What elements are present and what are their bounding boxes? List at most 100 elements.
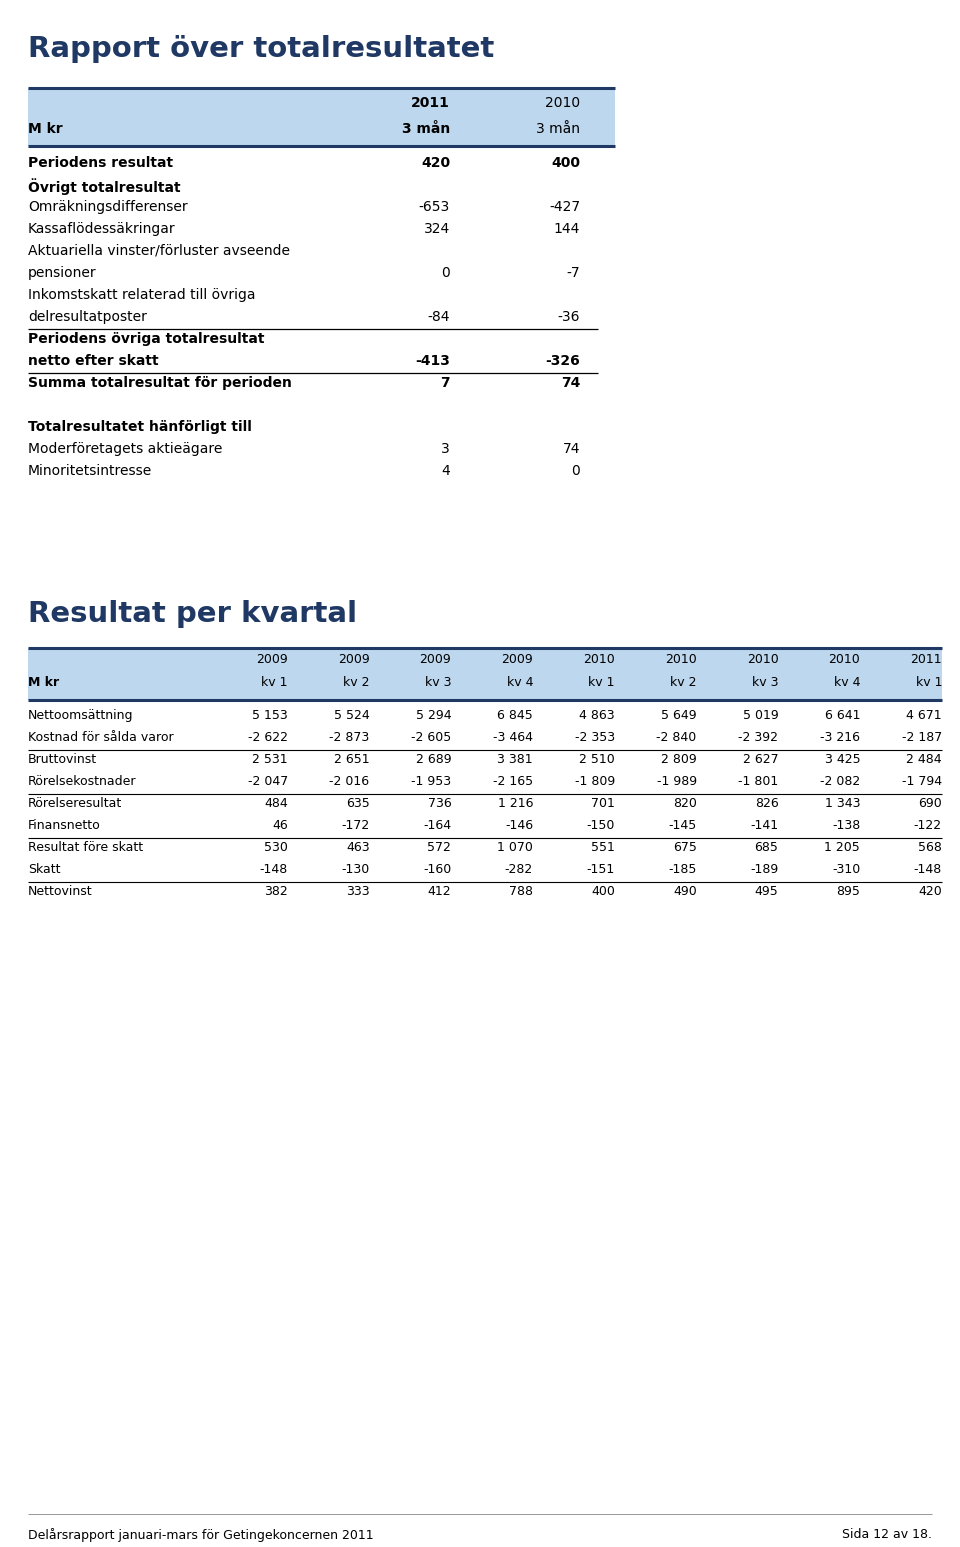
Text: 701: 701 (591, 797, 615, 811)
Text: Nettoomsättning: Nettoomsättning (28, 709, 133, 722)
Text: 826: 826 (755, 797, 779, 811)
Text: -172: -172 (342, 818, 370, 832)
Text: -138: -138 (832, 818, 860, 832)
Text: Nettovinst: Nettovinst (28, 885, 92, 897)
Text: 74: 74 (563, 442, 580, 456)
Text: 1 216: 1 216 (497, 797, 533, 811)
Text: 412: 412 (428, 885, 451, 897)
Text: kv 4: kv 4 (507, 676, 533, 688)
Text: -146: -146 (505, 818, 533, 832)
Text: -282: -282 (505, 863, 533, 876)
Text: -3 216: -3 216 (820, 732, 860, 744)
Text: kv 3: kv 3 (425, 676, 451, 688)
Text: 530: 530 (264, 842, 288, 854)
Text: kv 1: kv 1 (261, 676, 288, 688)
Text: Moderföretagets aktieägare: Moderföretagets aktieägare (28, 442, 223, 456)
Text: -2 392: -2 392 (738, 732, 779, 744)
Text: 6 845: 6 845 (497, 709, 533, 722)
Text: -3 464: -3 464 (493, 732, 533, 744)
Text: 2010: 2010 (828, 653, 860, 667)
Text: 5 294: 5 294 (416, 709, 451, 722)
Text: 2011: 2011 (910, 653, 942, 667)
Bar (28, 648, 942, 699)
Text: -130: -130 (342, 863, 370, 876)
Text: Övrigt totalresultat: Övrigt totalresultat (28, 178, 180, 195)
Text: -160: -160 (423, 863, 451, 876)
Text: 144: 144 (554, 223, 580, 237)
Text: 490: 490 (673, 885, 697, 897)
Text: -2 047: -2 047 (248, 775, 288, 787)
Text: Resultat per kvartal: Resultat per kvartal (28, 600, 357, 628)
Text: -1 953: -1 953 (411, 775, 451, 787)
Text: -148: -148 (914, 863, 942, 876)
Text: 5 019: 5 019 (743, 709, 779, 722)
Text: Kassaflödessäkringar: Kassaflödessäkringar (28, 223, 176, 237)
Text: 788: 788 (509, 885, 533, 897)
Text: netto efter skatt: netto efter skatt (28, 354, 158, 368)
Text: 74: 74 (561, 376, 580, 390)
Text: Bruttovinst: Bruttovinst (28, 753, 97, 766)
Text: kv 2: kv 2 (670, 676, 697, 688)
Text: 635: 635 (346, 797, 370, 811)
Text: 4 671: 4 671 (906, 709, 942, 722)
Text: -2 187: -2 187 (901, 732, 942, 744)
Text: 3 mån: 3 mån (536, 122, 580, 136)
Text: kv 2: kv 2 (343, 676, 370, 688)
Text: 2009: 2009 (420, 653, 451, 667)
Text: -185: -185 (668, 863, 697, 876)
Text: -2 165: -2 165 (493, 775, 533, 787)
Text: 820: 820 (673, 797, 697, 811)
Text: 895: 895 (836, 885, 860, 897)
Text: 2010: 2010 (583, 653, 615, 667)
Text: -2 840: -2 840 (657, 732, 697, 744)
Text: 6 641: 6 641 (825, 709, 860, 722)
Text: 46: 46 (272, 818, 288, 832)
Text: 382: 382 (264, 885, 288, 897)
Text: 2009: 2009 (501, 653, 533, 667)
Text: -7: -7 (566, 266, 580, 280)
Text: Rörelseresultat: Rörelseresultat (28, 797, 122, 811)
Text: 2 809: 2 809 (660, 753, 697, 766)
Text: Finansnetto: Finansnetto (28, 818, 101, 832)
Text: 3 425: 3 425 (825, 753, 860, 766)
Text: Periodens resultat: Periodens resultat (28, 156, 173, 170)
Bar (28, 88, 615, 145)
Text: 2 627: 2 627 (743, 753, 779, 766)
Text: Summa totalresultat för perioden: Summa totalresultat för perioden (28, 376, 292, 390)
Text: -84: -84 (427, 309, 450, 323)
Text: 4 863: 4 863 (579, 709, 615, 722)
Text: 551: 551 (591, 842, 615, 854)
Text: -1 801: -1 801 (738, 775, 779, 787)
Text: 2009: 2009 (338, 653, 370, 667)
Text: -653: -653 (419, 200, 450, 213)
Text: 0: 0 (571, 464, 580, 478)
Text: 572: 572 (427, 842, 451, 854)
Text: 7: 7 (441, 376, 450, 390)
Text: -189: -189 (750, 863, 779, 876)
Text: kv 1: kv 1 (588, 676, 615, 688)
Text: M kr: M kr (28, 122, 62, 136)
Text: 0: 0 (442, 266, 450, 280)
Text: Inkomstskatt relaterad till övriga: Inkomstskatt relaterad till övriga (28, 288, 255, 302)
Text: 2 510: 2 510 (579, 753, 615, 766)
Text: 400: 400 (551, 156, 580, 170)
Text: 495: 495 (755, 885, 779, 897)
Text: Skatt: Skatt (28, 863, 60, 876)
Text: 736: 736 (427, 797, 451, 811)
Text: -164: -164 (423, 818, 451, 832)
Text: -148: -148 (259, 863, 288, 876)
Text: 2 651: 2 651 (334, 753, 370, 766)
Text: -151: -151 (587, 863, 615, 876)
Text: Totalresultatet hänförligt till: Totalresultatet hänförligt till (28, 419, 252, 435)
Text: Aktuariella vinster/förluster avseende: Aktuariella vinster/förluster avseende (28, 244, 290, 258)
Text: -141: -141 (751, 818, 779, 832)
Text: 2 531: 2 531 (252, 753, 288, 766)
Text: 5 153: 5 153 (252, 709, 288, 722)
Text: 2010: 2010 (665, 653, 697, 667)
Text: Delårsrapport januari-mars för Getingekoncernen 2011: Delårsrapport januari-mars för Getingeko… (28, 1528, 373, 1542)
Text: Resultat före skatt: Resultat före skatt (28, 842, 143, 854)
Text: -310: -310 (832, 863, 860, 876)
Text: kv 4: kv 4 (833, 676, 860, 688)
Text: -36: -36 (558, 309, 580, 323)
Text: 2010: 2010 (747, 653, 779, 667)
